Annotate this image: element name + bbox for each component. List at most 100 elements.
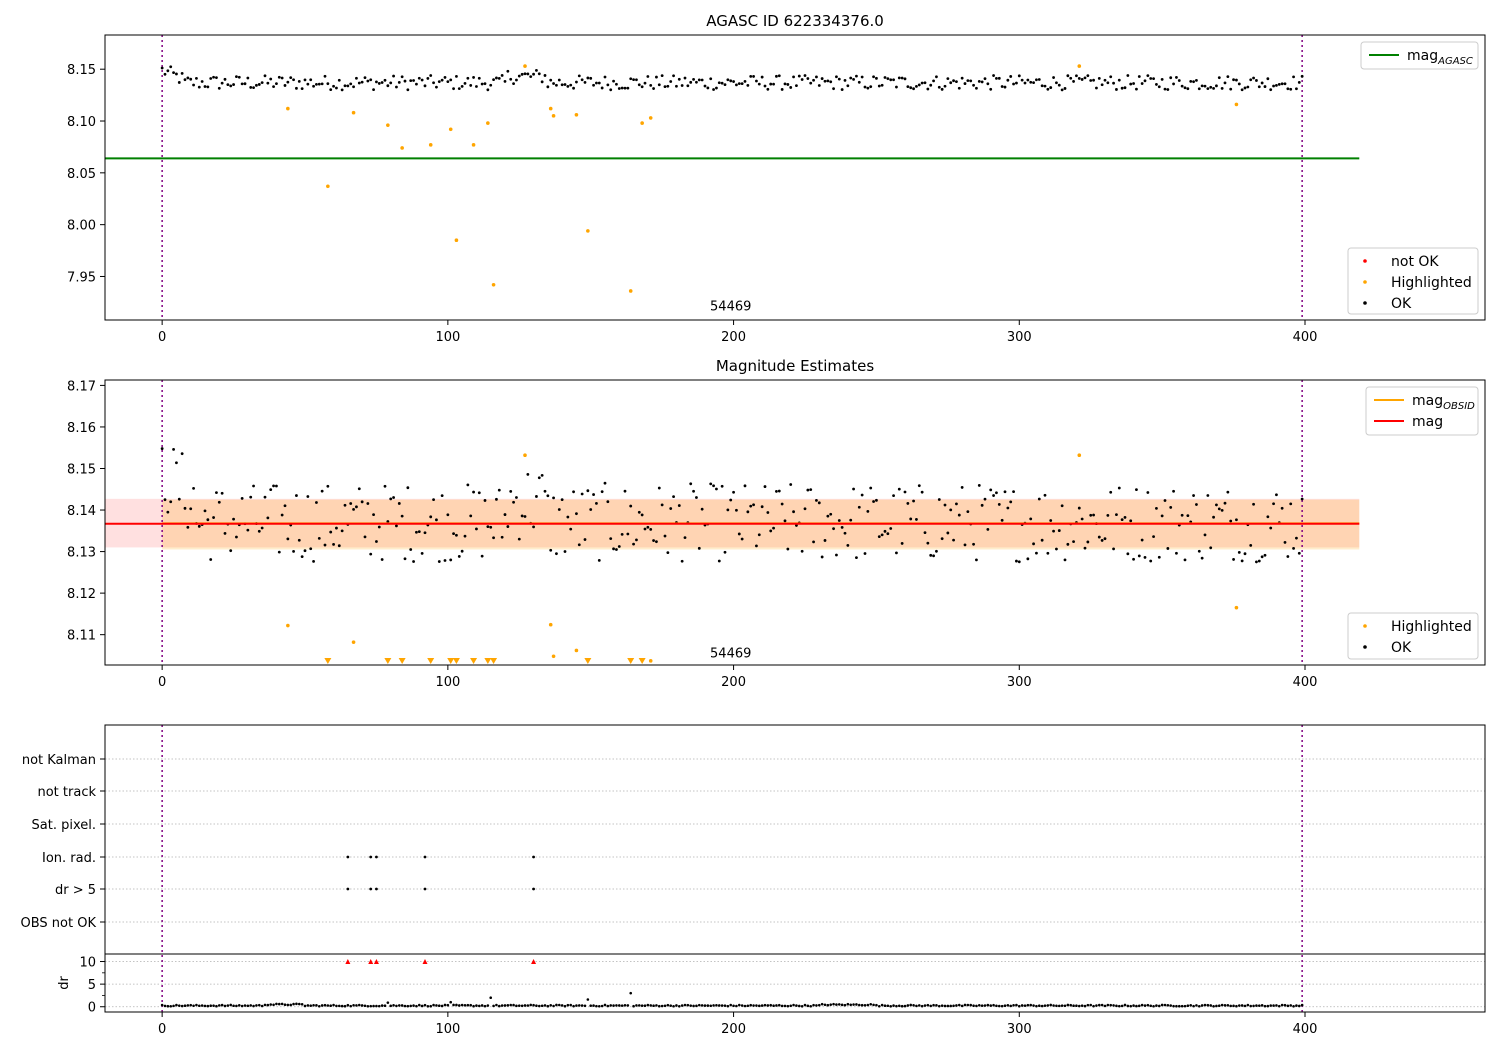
dr-point	[440, 1004, 444, 1008]
dr-point	[203, 1004, 207, 1008]
ok-point	[589, 76, 593, 80]
ok-point	[432, 498, 435, 502]
ok-point	[1052, 529, 1055, 533]
ok-point	[1120, 86, 1124, 90]
highlighted-point	[586, 229, 590, 233]
ok-point	[509, 77, 513, 81]
ok-point	[512, 82, 515, 86]
dr-point	[980, 1004, 984, 1007]
ok-point	[169, 65, 173, 69]
dr-point	[420, 1004, 424, 1008]
ok-point	[1223, 501, 1227, 505]
dr-point	[206, 1004, 210, 1008]
ok-point	[700, 507, 704, 511]
dr-point	[375, 1004, 378, 1008]
ok-point	[675, 84, 678, 88]
x-tick-label: 200	[721, 1022, 746, 1037]
ok-point	[1206, 494, 1210, 497]
ok-point	[775, 490, 778, 493]
ok-point	[455, 74, 458, 78]
ok-point	[443, 559, 447, 562]
highlighted-point	[351, 110, 356, 115]
dr-point	[363, 1004, 367, 1008]
dr-point	[569, 1003, 573, 1007]
legend-bottom: Highlighted OK	[1347, 612, 1479, 660]
ok-point	[209, 558, 213, 561]
dr-point	[1040, 1004, 1044, 1008]
ok-point	[269, 488, 273, 491]
ok-point	[500, 74, 504, 77]
dr-point	[969, 1003, 973, 1007]
ok-point	[1032, 81, 1035, 85]
dr-point	[777, 1003, 781, 1007]
ok-point	[1300, 497, 1304, 501]
dr-point	[483, 1004, 487, 1008]
dr-point	[775, 1004, 778, 1007]
ok-point	[160, 66, 164, 70]
dr-point	[1272, 1004, 1275, 1007]
dr-point	[666, 1003, 670, 1007]
ok-point	[1077, 77, 1081, 80]
ok-point	[1226, 75, 1230, 79]
ok-point	[1175, 551, 1178, 555]
ok-point	[743, 484, 747, 488]
ok-point	[1026, 557, 1030, 561]
dr-point	[497, 1004, 501, 1008]
ok-point	[609, 88, 613, 92]
ok-point	[852, 487, 855, 491]
highlighted-series	[286, 64, 1239, 293]
ok-point	[575, 80, 578, 84]
ok-point	[749, 504, 753, 508]
ok-point	[377, 525, 381, 529]
ok-point	[680, 84, 684, 87]
ok-point	[695, 496, 698, 499]
dr-point	[1132, 1004, 1135, 1007]
ok-point	[806, 77, 810, 80]
ok-point	[252, 86, 255, 90]
ok-point	[1012, 82, 1015, 86]
ok-point	[1035, 551, 1038, 555]
dr-point	[1137, 1004, 1141, 1008]
ok-point	[275, 82, 278, 86]
ok-point	[695, 80, 698, 84]
ok-point	[235, 535, 238, 539]
dr-point	[260, 1004, 264, 1008]
dr-point	[192, 1004, 195, 1008]
ok-point	[317, 82, 321, 86]
dr-point	[329, 1004, 333, 1008]
ok-point	[1215, 84, 1218, 88]
dr-axis-label: dr	[57, 976, 72, 990]
ok-point	[1012, 490, 1015, 493]
ok-point	[643, 81, 647, 85]
dr-point	[1263, 1004, 1267, 1008]
ok-point	[666, 551, 670, 555]
ok-point	[1063, 87, 1067, 90]
ok-point	[800, 78, 804, 81]
ok-point	[1172, 489, 1175, 493]
dr-point	[460, 1003, 464, 1007]
ok-point	[1209, 546, 1213, 550]
dr-point	[575, 1004, 578, 1007]
dr-point	[677, 1004, 681, 1008]
ok-point	[1169, 506, 1173, 509]
dr-point	[975, 1004, 978, 1008]
dr-point	[849, 1003, 853, 1007]
ok-point	[292, 549, 295, 553]
ok-point	[715, 487, 718, 491]
dr-point	[1072, 1004, 1075, 1008]
ok-point	[955, 80, 958, 84]
ok-point	[180, 452, 184, 456]
ok-point	[612, 79, 615, 83]
ok-point	[652, 539, 655, 542]
dr-point	[1026, 1003, 1030, 1007]
dr-point	[237, 1003, 241, 1007]
ok-point	[880, 533, 884, 537]
ok-point	[320, 82, 324, 86]
ok-point	[903, 490, 907, 494]
ok-point	[1163, 499, 1167, 502]
ok-point	[649, 528, 653, 531]
y-tick-label: 8.05	[67, 167, 96, 182]
ok-point	[703, 84, 707, 88]
ok-point	[1269, 526, 1273, 530]
dr-point	[586, 998, 590, 1001]
